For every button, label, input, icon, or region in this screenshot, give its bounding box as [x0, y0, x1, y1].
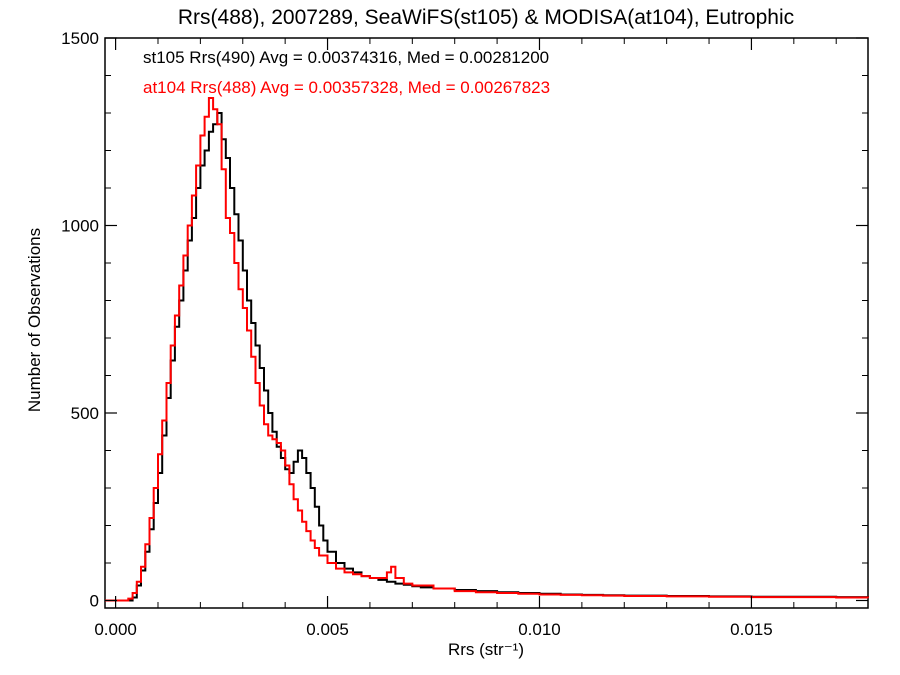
plot-frame — [104, 37, 869, 609]
x-tick-label: 0.000 — [94, 620, 137, 639]
x-tick-label: 0.015 — [730, 620, 773, 639]
plot-area: 0.000 0.005 0.010 0.015 0 500 1000 1500 — [61, 29, 869, 639]
y-tick-label: 0 — [90, 592, 99, 611]
series-line-st105 — [105, 112, 869, 602]
series-annotation-st105: st105 Rrs(490) Avg = 0.00374316, Med = 0… — [143, 48, 549, 67]
x-axis-label: Rrs (str⁻¹) — [448, 640, 524, 659]
y-axis-label: Number of Observations — [25, 228, 44, 412]
series-line-at104 — [105, 97, 869, 602]
chart-title: Rrs(488), 2007289, SeaWiFS(st105) & MODI… — [178, 6, 794, 29]
y-tick-label: 1000 — [61, 217, 99, 236]
x-tick-label: 0.005 — [306, 620, 349, 639]
series-annotation-at104: at104 Rrs(488) Avg = 0.00357328, Med = 0… — [143, 78, 550, 97]
y-tick-label: 500 — [71, 404, 99, 423]
ticks-layer: 0.000 0.005 0.010 0.015 0 500 1000 1500 — [61, 29, 868, 639]
x-tick-label: 0.010 — [518, 620, 561, 639]
series-layer — [105, 97, 869, 602]
y-tick-label: 1500 — [61, 29, 99, 48]
